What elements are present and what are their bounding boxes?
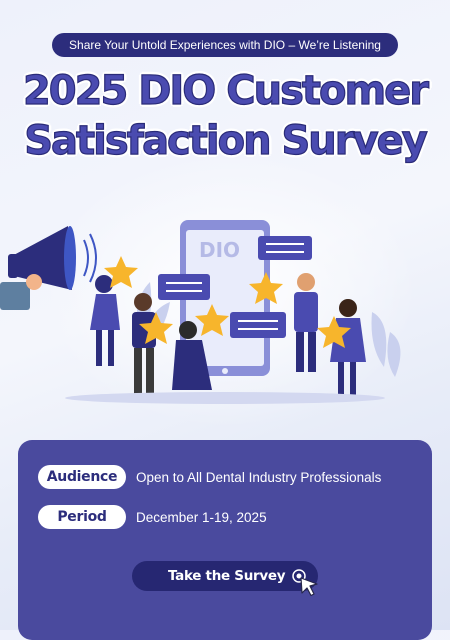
tagline-banner: Share Your Untold Experiences with DIO –… xyxy=(52,33,398,57)
chat-bubble-icon xyxy=(158,236,312,338)
audience-row: Audience Open to All Dental Industry Pro… xyxy=(38,465,381,489)
person-figure-2 xyxy=(132,293,156,394)
person-figure-1 xyxy=(90,275,120,366)
audience-value: Open to All Dental Industry Professional… xyxy=(136,469,382,485)
period-value: December 1-19, 2025 xyxy=(136,509,267,525)
page-title-line-1: 2025 DIO Customer xyxy=(22,67,429,114)
pointer-cursor-icon xyxy=(292,569,318,597)
star-icon xyxy=(104,256,351,348)
page-title-line-2: Satisfaction Survey xyxy=(24,117,429,164)
person-figure-5 xyxy=(330,299,366,396)
megaphone-icon xyxy=(0,226,97,310)
period-label: Period xyxy=(38,505,126,529)
audience-label: Audience xyxy=(38,465,126,489)
person-figure-3 xyxy=(172,321,212,390)
survey-illustration: DIO xyxy=(0,220,401,404)
person-figure-4 xyxy=(294,273,318,372)
phone-logo: DIO xyxy=(199,238,240,262)
take-survey-button[interactable]: Take the Survey xyxy=(132,561,318,591)
period-row: Period December 1-19, 2025 xyxy=(38,505,267,529)
